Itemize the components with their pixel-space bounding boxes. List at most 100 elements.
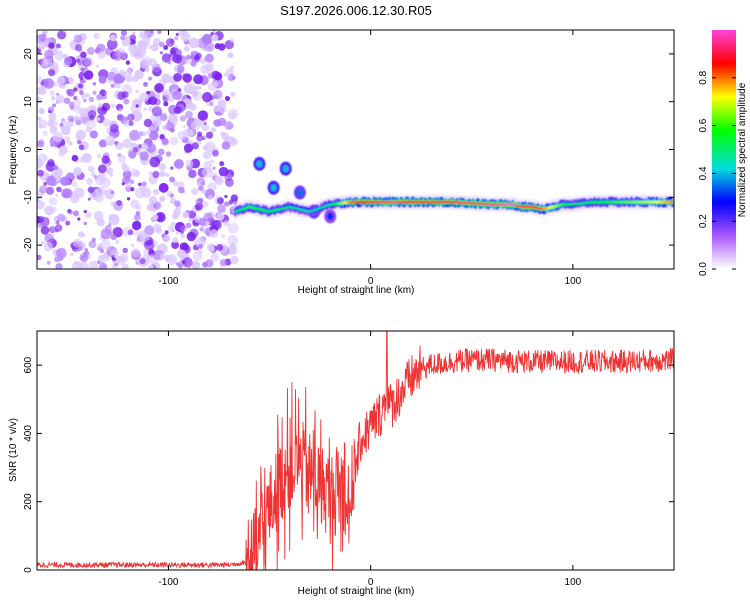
noise-speck	[183, 84, 192, 93]
noise-speck	[112, 50, 123, 61]
noise-speck	[131, 31, 136, 36]
colorbar-label: Normalized spectral amplitude	[737, 82, 748, 217]
noise-speck	[127, 229, 134, 236]
noise-speck	[48, 197, 58, 206]
noise-speck	[47, 158, 55, 167]
noise-speck	[96, 93, 103, 101]
noise-speck	[73, 95, 78, 101]
noise-speck	[110, 234, 117, 241]
noise-speck	[131, 243, 135, 247]
noise-speck	[138, 31, 146, 39]
noise-speck	[207, 82, 217, 92]
snr-line	[37, 331, 674, 570]
noise-speck	[47, 119, 55, 128]
spectrogram-ylabel: Frequency (Hz)	[8, 116, 19, 185]
noise-speck	[111, 262, 119, 269]
noise-speck	[139, 258, 146, 265]
noise-speck	[126, 197, 131, 201]
noise-speck	[186, 128, 195, 137]
noise-speck	[55, 94, 65, 104]
noise-speck	[135, 204, 142, 211]
noise-speck	[199, 227, 204, 232]
noise-speck	[102, 118, 111, 127]
noise-speck	[58, 150, 65, 157]
noise-speck	[43, 241, 54, 252]
noise-speck	[112, 200, 124, 211]
noise-speck	[164, 254, 171, 262]
x-tick-label: 0	[368, 577, 374, 588]
noise-speck	[121, 263, 129, 269]
noise-speck	[78, 144, 85, 151]
noise-speck	[202, 134, 207, 139]
colorbar-gradient	[712, 30, 736, 269]
noise-speck	[38, 84, 45, 91]
noise-speck	[130, 248, 141, 258]
noise-speck	[73, 87, 78, 92]
noise-speck	[88, 260, 99, 269]
noise-speck	[92, 81, 97, 86]
noise-speck	[55, 263, 63, 269]
noise-speck	[224, 121, 234, 131]
noise-speck	[210, 252, 220, 262]
noise-speck	[86, 178, 94, 185]
spectral-ridge	[233, 196, 674, 217]
blob-core	[282, 165, 289, 173]
noise-speck	[37, 254, 42, 261]
noise-speck	[122, 170, 132, 179]
noise-speck	[185, 58, 192, 65]
noise-speck	[72, 210, 79, 217]
noise-speck	[96, 153, 102, 158]
noise-speck	[183, 45, 190, 52]
noise-speck	[201, 91, 213, 103]
noise-speck	[198, 141, 202, 145]
noise-speck	[56, 92, 60, 96]
noise-speck	[198, 217, 207, 226]
noise-speck	[128, 120, 134, 127]
noise-speck	[125, 185, 132, 193]
noise-speck	[138, 40, 145, 48]
noise-speck	[88, 240, 97, 249]
noise-speck	[112, 75, 122, 85]
noise-speck	[174, 36, 179, 41]
noise-speck	[57, 30, 67, 40]
snr-panel: -100 0 100 0 200 400 600 Height of straight li…	[8, 330, 675, 597]
noise-speck	[177, 69, 182, 75]
noise-speck	[143, 118, 153, 128]
noise-speck	[43, 78, 55, 89]
noise-speck	[171, 90, 182, 101]
noise-speck	[148, 76, 153, 81]
noise-speck	[83, 98, 87, 103]
x-tick-label: 0	[368, 276, 374, 287]
noise-speck	[179, 115, 187, 122]
noise-speck	[105, 167, 113, 175]
noise-speck	[152, 214, 159, 221]
noise-speck	[217, 104, 227, 114]
noise-speck	[83, 70, 94, 80]
noise-speck	[115, 239, 120, 244]
noise-speck	[197, 86, 202, 90]
noise-speck	[37, 75, 43, 84]
noise-speck	[55, 193, 59, 197]
noise-speck	[221, 132, 230, 141]
noise-speck	[156, 213, 164, 221]
noise-speck	[141, 181, 147, 187]
noise-speck	[75, 58, 81, 63]
noise-speck	[100, 239, 111, 250]
noise-speck	[148, 196, 158, 205]
noise-speck	[218, 166, 229, 177]
noise-speck	[42, 30, 48, 36]
noise-speck	[67, 208, 72, 214]
noise-speck	[56, 76, 66, 85]
noise-speck	[91, 237, 96, 242]
y-tick-label: 0	[23, 146, 34, 152]
noise-speck	[147, 264, 154, 269]
noise-speck	[64, 136, 71, 143]
noise-speck	[100, 249, 105, 254]
noise-speck	[149, 156, 161, 168]
noise-speck	[47, 69, 56, 77]
noise-speck	[190, 51, 194, 55]
noise-speck	[213, 119, 221, 127]
noise-speck	[163, 234, 170, 241]
noise-speck	[78, 107, 89, 118]
